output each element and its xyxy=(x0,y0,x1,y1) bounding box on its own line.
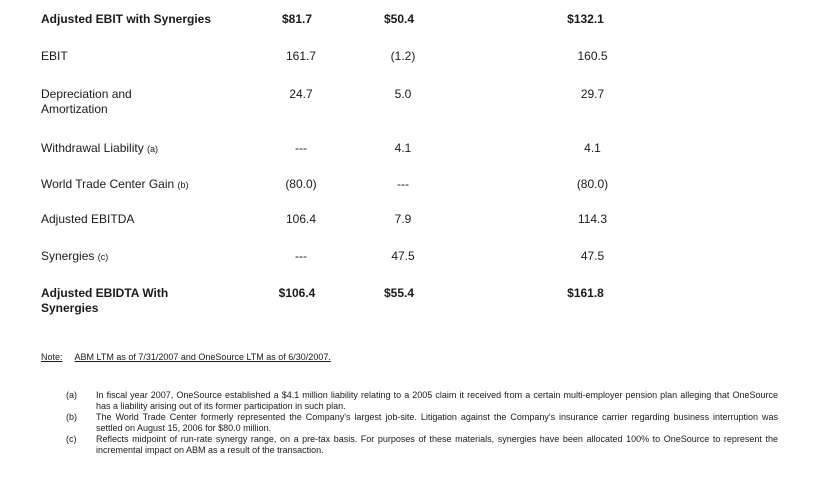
footnote-text: In fiscal year 2007, OneSource establish… xyxy=(96,390,778,411)
cell-value: 106.4 xyxy=(285,212,317,226)
cell-value: 29.7 xyxy=(580,87,605,101)
row-label-text: Withdrawal Liability xyxy=(41,141,144,155)
row-label-text: Synergies xyxy=(41,249,95,263)
row-label: World Trade Center Gain (b) xyxy=(41,177,189,193)
footnote-ref: (c) xyxy=(97,252,109,262)
cell-value: 114.3 xyxy=(577,212,608,226)
cell-value: $106.4 xyxy=(278,286,316,300)
row-label: Adjusted EBIT with Synergies xyxy=(41,12,212,26)
cell-value: $50.4 xyxy=(383,12,415,26)
row-label: Adjusted EBIDTA With Synergies xyxy=(41,286,169,315)
footnote-ref: (a) xyxy=(147,144,159,154)
cell-value: $132.1 xyxy=(567,12,604,26)
cell-value: --- xyxy=(295,249,307,263)
footnote-ref: (b) xyxy=(177,180,189,190)
cell-value: 5.0 xyxy=(394,87,412,101)
cell-value: (80.0) xyxy=(576,177,609,191)
footnote-marker: (a) xyxy=(66,390,77,400)
cell-value: 47.5 xyxy=(391,249,415,263)
cell-value: 24.7 xyxy=(289,87,313,101)
source-note: Note: ABM LTM as of 7/31/2007 and OneSour… xyxy=(41,351,331,363)
footnote-marker: (b) xyxy=(66,412,77,422)
cell-value: 4.1 xyxy=(584,141,601,155)
cell-value: 4.1 xyxy=(394,141,412,155)
footnote-marker: (c) xyxy=(66,434,77,444)
row-label-text: World Trade Center Gain xyxy=(41,177,175,191)
row-label: Synergies (c) xyxy=(41,249,108,265)
row-label: EBIT xyxy=(41,49,68,63)
cell-value: (80.0) xyxy=(285,177,317,191)
cell-value: 7.9 xyxy=(394,212,412,226)
row-label: Depreciation and Amortization xyxy=(41,87,132,116)
cell-value: $161.8 xyxy=(567,286,604,300)
row-label: Withdrawal Liability (a) xyxy=(41,141,158,157)
cell-value: $55.4 xyxy=(383,286,415,300)
cell-value: 161.7 xyxy=(285,49,317,63)
cell-value: --- xyxy=(295,141,307,155)
cell-value: $81.7 xyxy=(281,12,313,26)
note-text: ABM LTM as of 7/31/2007 and OneSource LT… xyxy=(74,352,331,362)
footnote-text: The World Trade Center formerly represen… xyxy=(96,412,778,433)
cell-value: --- xyxy=(397,177,409,191)
footnote-text: Reflects midpoint of run-rate synergy ra… xyxy=(96,434,778,455)
cell-value: 160.5 xyxy=(577,49,608,63)
row-label: Adjusted EBITDA xyxy=(41,212,135,226)
note-prefix: Note: xyxy=(41,352,63,362)
cell-value: (1.2) xyxy=(390,49,416,63)
cell-value: 47.5 xyxy=(580,249,605,263)
